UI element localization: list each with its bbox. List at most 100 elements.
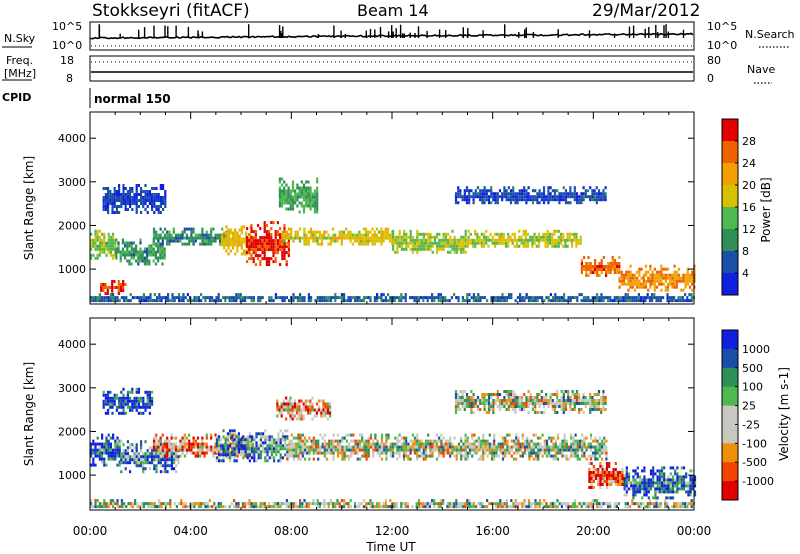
heatmap-cell — [468, 442, 472, 446]
heatmap-cell — [343, 299, 346, 303]
heatmap-cell — [122, 405, 125, 409]
heatmap-cell — [111, 211, 114, 214]
heatmap-cell — [677, 276, 681, 280]
heatmap-cell — [547, 201, 550, 205]
heatmap-cell — [463, 390, 466, 393]
heatmap-cell — [351, 296, 354, 300]
heatmap-cell — [529, 396, 532, 399]
heatmap-cell — [96, 256, 99, 260]
heatmap-cell — [589, 436, 593, 440]
heatmap-cell — [290, 227, 293, 231]
heatmap-cell — [148, 446, 151, 450]
heatmap-cell — [380, 448, 384, 452]
heatmap-cell — [555, 241, 558, 245]
heatmap-cell — [356, 299, 359, 303]
heatmap-cell — [220, 450, 223, 454]
heatmap-cell — [587, 265, 590, 268]
heatmap-cell — [416, 244, 419, 248]
heatmap-cell — [115, 256, 118, 260]
heatmap-cell — [516, 192, 519, 196]
heatmap-cell — [104, 399, 107, 403]
heatmap-cell — [491, 238, 494, 242]
heatmap-cell — [259, 242, 262, 246]
heatmap-cell — [356, 239, 359, 243]
heatmap-cell — [582, 299, 585, 303]
heatmap-cell — [220, 237, 224, 241]
heatmap-cell — [615, 299, 618, 303]
heatmap-cell — [576, 451, 579, 455]
heatmap-cell — [609, 262, 612, 265]
heatmap-cell — [132, 247, 135, 251]
heatmap-cell — [105, 448, 108, 452]
heatmap-cell — [236, 237, 239, 241]
heatmap-cell — [274, 248, 277, 252]
heatmap-cell — [101, 451, 104, 455]
heatmap-cell — [264, 447, 267, 451]
heatmap-cell — [500, 235, 503, 239]
heatmap-cell — [482, 442, 485, 446]
heatmap-cell — [324, 414, 327, 418]
heatmap-cell — [139, 256, 142, 260]
heatmap-cell — [263, 257, 266, 261]
heatmap-cell — [367, 233, 370, 237]
heatmap-cell — [237, 450, 240, 454]
heatmap-cell — [242, 237, 246, 241]
heatmap-cell — [121, 241, 124, 245]
heatmap-cell — [625, 282, 628, 286]
heatmap-cell — [518, 195, 521, 199]
heatmap-cell — [463, 192, 466, 196]
heatmap-cell — [556, 411, 559, 414]
heatmap-cell — [531, 405, 535, 408]
heatmap-cell — [469, 238, 472, 242]
heatmap-cell — [524, 238, 527, 242]
heatmap-cell — [162, 452, 165, 456]
heatmap-cell — [144, 199, 147, 202]
heatmap-cell — [296, 417, 299, 421]
heatmap-cell — [310, 296, 313, 300]
heatmap-cell — [218, 441, 221, 445]
heatmap-cell — [563, 433, 566, 437]
heatmap-cell — [518, 189, 521, 193]
heatmap-cell — [244, 441, 247, 445]
heatmap-cell — [605, 474, 609, 477]
heatmap-cell — [208, 296, 211, 300]
heatmap-cell — [600, 198, 603, 202]
heatmap-cell — [463, 399, 466, 402]
heatmap-cell — [398, 235, 401, 239]
heatmap-cell — [459, 396, 462, 399]
heatmap-cell — [332, 442, 335, 446]
heatmap-cell — [520, 408, 524, 411]
heatmap-cell — [457, 192, 460, 196]
heatmap-cell — [250, 254, 253, 258]
heatmap-cell — [314, 445, 318, 449]
heatmap-cell — [553, 198, 557, 202]
heatmap-cell — [283, 201, 286, 205]
heatmap-cell — [455, 296, 458, 300]
heatmap-cell — [540, 192, 543, 196]
heatmap-cell — [578, 198, 581, 202]
heatmap-cell — [468, 396, 471, 399]
heatmap-cell — [324, 405, 327, 409]
heatmap-cell — [322, 399, 325, 403]
heatmap-cell — [473, 445, 476, 449]
heatmap-cell — [100, 283, 103, 286]
heatmap-cell — [309, 399, 312, 403]
heatmap-cell — [298, 239, 302, 243]
heatmap-cell — [477, 299, 480, 303]
heatmap-cell — [272, 260, 275, 264]
heatmap-cell — [575, 241, 578, 245]
heatmap-cell — [562, 399, 565, 402]
heatmap-cell — [343, 457, 346, 461]
heatmap-cell — [282, 402, 285, 406]
heatmap-cell — [378, 296, 381, 300]
heatmap-cell — [463, 189, 466, 193]
heatmap-cell — [570, 448, 573, 452]
heatmap-cell — [245, 234, 248, 238]
heatmap-cell — [602, 408, 605, 411]
heatmap-cell — [328, 445, 331, 449]
heatmap-cell — [142, 202, 145, 205]
heatmap-cell — [102, 202, 105, 205]
heatmap-cell — [305, 201, 308, 205]
heatmap-cell — [493, 436, 496, 440]
heatmap-cell — [341, 448, 344, 452]
